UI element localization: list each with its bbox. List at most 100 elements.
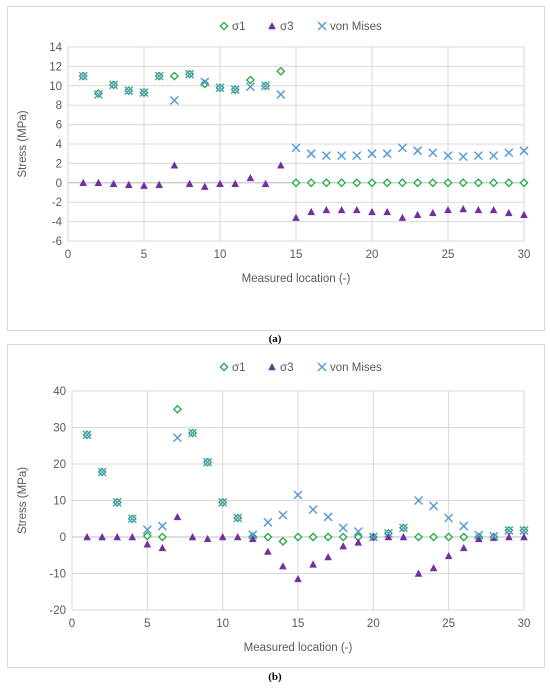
data-point: [306, 178, 316, 188]
data-point: [125, 180, 133, 188]
data-point: [218, 497, 228, 507]
data-point: [82, 430, 92, 440]
data-point: [459, 543, 468, 552]
data-point: [352, 178, 362, 188]
chart-b-x-axis-title: Measured location (-): [244, 642, 353, 654]
data-point: [261, 179, 270, 187]
y-tick-label: 0: [60, 532, 66, 544]
data-point: [413, 210, 422, 219]
data-point: [279, 562, 287, 570]
data-point: [113, 533, 121, 541]
chart-b: -20 -10 0 10 20 30 40 0 5 10 15 20 25 30 Measured loca…: [17, 362, 530, 654]
data-point: [139, 88, 149, 98]
data-point: [429, 564, 438, 572]
data-point: [294, 574, 302, 583]
data-point: [504, 178, 514, 188]
x-tick-label: 0: [69, 618, 75, 630]
data-point: [172, 433, 182, 443]
data-point: [352, 151, 362, 161]
chart-b-series-von-Mises: [82, 428, 529, 542]
x-tick-label: 10: [214, 249, 227, 261]
chart-a-legend: σ1 σ3 von Mises: [219, 21, 382, 33]
x-tick-label: 15: [292, 618, 305, 630]
data-point: [339, 542, 347, 550]
data-point: [245, 75, 255, 85]
data-point: [323, 532, 333, 542]
data-point: [172, 404, 182, 414]
data-point: [230, 85, 240, 95]
data-point: [519, 178, 529, 188]
chart-panel-a: -6 -4 -2 0 2 4 6 8 10 12 14 0 5 10 15 20 25 30 Measured lo…: [7, 6, 545, 331]
data-point: [142, 531, 152, 541]
data-point: [124, 86, 134, 96]
y-tick-label: 40: [53, 386, 66, 398]
data-point: [459, 532, 469, 542]
data-point: [309, 560, 317, 568]
data-point: [458, 178, 468, 188]
data-point: [143, 540, 152, 548]
legend-marker: [219, 21, 229, 31]
y-tick-label: -10: [49, 569, 66, 581]
data-point: [459, 204, 467, 213]
data-point: [382, 178, 392, 188]
data-point: [245, 82, 255, 92]
data-point: [185, 69, 195, 79]
data-point: [367, 178, 377, 188]
data-point: [519, 525, 529, 535]
data-point: [185, 179, 194, 187]
y-tick-label: 20: [53, 459, 66, 471]
data-point: [292, 213, 300, 221]
panel-caption-b: (b): [268, 671, 282, 683]
data-point: [444, 205, 452, 214]
data-point: [413, 178, 423, 188]
data-point: [428, 148, 438, 158]
data-point: [353, 526, 363, 537]
data-point: [306, 149, 316, 159]
y-tick-label: 10: [53, 496, 66, 508]
data-point: [504, 525, 514, 535]
x-tick-label: 15: [290, 249, 303, 261]
chart-b-y-axis-title: Stress (MPa): [17, 467, 29, 534]
x-tick-label: 25: [442, 618, 455, 630]
data-point: [276, 66, 286, 76]
y-tick-label: 12: [49, 61, 62, 73]
panel-caption-a: (a): [268, 333, 282, 345]
x-tick-label: 10: [216, 618, 229, 630]
data-point: [308, 505, 318, 515]
data-point: [519, 146, 529, 156]
data-point: [218, 533, 227, 541]
data-point: [429, 532, 439, 542]
data-point: [429, 501, 439, 511]
y-tick-label: 0: [56, 178, 62, 190]
data-point: [383, 207, 391, 216]
data-point: [520, 210, 528, 219]
data-point: [321, 178, 331, 188]
y-tick-label: 2: [56, 158, 62, 170]
legend-label: σ3: [280, 21, 294, 33]
data-point: [169, 95, 179, 105]
data-point: [203, 534, 212, 543]
data-point: [322, 205, 331, 214]
data-point: [324, 553, 332, 561]
data-point: [140, 181, 148, 189]
legend-marker: [317, 362, 327, 372]
y-tick-label: -4: [52, 217, 63, 229]
data-point: [489, 151, 499, 161]
data-point: [473, 151, 483, 161]
data-point: [444, 532, 454, 542]
data-point: [188, 428, 198, 438]
data-point: [278, 510, 288, 520]
data-point: [429, 208, 437, 217]
data-point: [93, 89, 103, 100]
data-point: [94, 178, 103, 186]
y-tick-label: -6: [52, 236, 62, 248]
x-tick-label: 25: [442, 249, 455, 261]
y-tick-label: -2: [52, 197, 62, 209]
data-point: [127, 514, 137, 524]
data-point: [261, 81, 271, 91]
y-tick-label: -20: [49, 605, 66, 617]
x-tick-label: 30: [518, 249, 531, 261]
data-point: [337, 151, 347, 161]
data-point: [276, 89, 286, 100]
data-point: [399, 533, 408, 541]
